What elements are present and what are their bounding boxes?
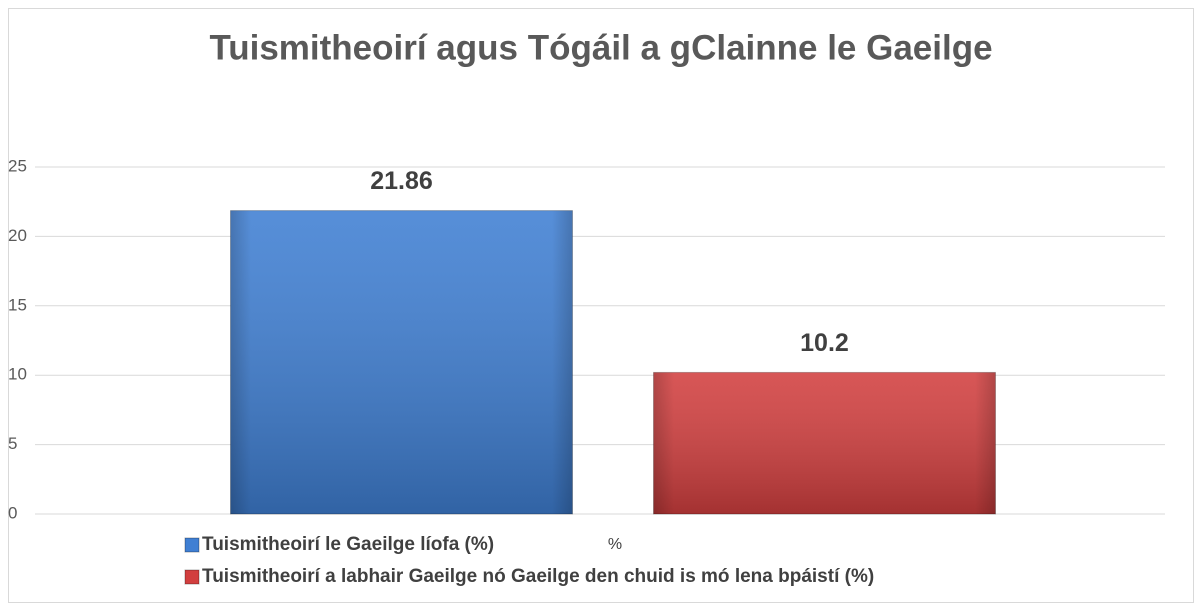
y-tick-label: 15 [8,295,27,314]
value-label: 10.2 [800,329,849,357]
chart-title: Tuismitheoirí agus Tógáil a gClainne le … [209,28,992,67]
bar [230,210,573,515]
legend-label: Tuismitheoirí a labhair Gaeilge nó Gaeil… [202,566,874,587]
value-label: 21.86 [370,167,433,195]
y-tick-label: 20 [8,226,27,245]
legend-label: Tuismitheoirí le Gaeilge líofa (%) [202,534,494,555]
y-tick-label: 5 [8,434,17,453]
y-tick-label: 0 [8,503,17,522]
legend-swatch [184,537,200,553]
y-tick-label: 25 [8,156,27,175]
legend-swatch [184,569,200,585]
bar [653,371,996,515]
x-tick-label: % [608,536,622,553]
y-tick-label: 10 [8,365,27,384]
